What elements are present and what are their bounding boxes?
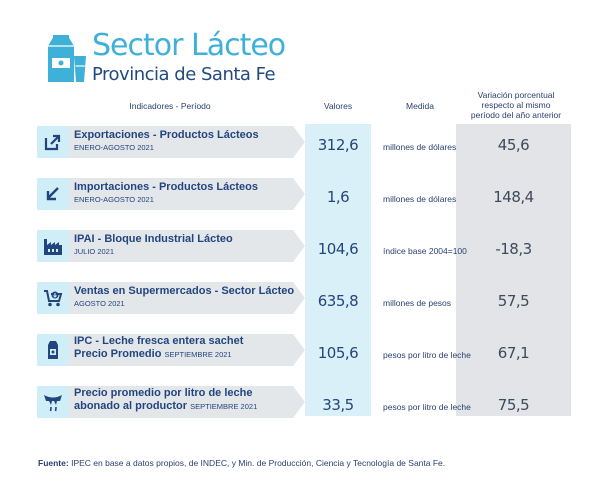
column-divider bbox=[371, 124, 373, 416]
row-bar bbox=[37, 178, 305, 210]
indicator-name: Importaciones - Productos Lácteos bbox=[74, 181, 258, 193]
indicator-unit: millones de pesos bbox=[383, 298, 452, 308]
header-medida: Medida bbox=[406, 101, 434, 111]
row-icon-box bbox=[37, 178, 69, 210]
row-bar bbox=[37, 230, 305, 262]
indicator-period: SEPTIEMBRE 2021 bbox=[190, 402, 258, 411]
valores-column-bg bbox=[305, 124, 371, 416]
indicator-unit: millones de dólares bbox=[383, 194, 457, 204]
factory-icon bbox=[44, 239, 62, 255]
indicator-row-precio-productor: Precio promedio por litro de leche abona… bbox=[37, 386, 305, 418]
source-text: IPEC en base a datos propios, de INDEC, … bbox=[71, 458, 446, 468]
page-subtitle: Provincia de Santa Fe bbox=[92, 64, 276, 85]
indicator-variation: 45,6 bbox=[497, 136, 530, 154]
indicator-variation: 57,5 bbox=[497, 292, 530, 310]
indicator-name-line1: IPC - Leche fresca entera sachet bbox=[74, 335, 244, 347]
indicator-row-importaciones: Importaciones - Productos Lácteos ENERO-… bbox=[37, 178, 305, 210]
source-label: Fuente: bbox=[38, 458, 69, 468]
indicator-row-supermercados: Ventas en Supermercados - Sector Lácteo … bbox=[37, 282, 305, 314]
indicator-value: 104,6 bbox=[317, 240, 359, 258]
indicator-period: SEPTIEMBRE 2021 bbox=[164, 350, 232, 359]
indicator-variation: -18,3 bbox=[495, 240, 532, 258]
row-icon-box bbox=[37, 230, 69, 262]
indicator-period: JULIO 2021 bbox=[74, 247, 115, 256]
row-icon-box bbox=[37, 386, 69, 418]
row-icon-box bbox=[37, 282, 69, 314]
header-variacion: Variación porcentual respecto al mismo p… bbox=[470, 90, 562, 120]
variacion-column-bg bbox=[456, 124, 571, 416]
row-bar bbox=[37, 334, 305, 366]
row-bar bbox=[37, 386, 305, 418]
indicator-period: ENERO-AGOSTO 2021 bbox=[74, 195, 154, 204]
indicator-variation: 148,4 bbox=[493, 188, 534, 206]
milk-carton-icon bbox=[48, 341, 58, 359]
export-arrow-icon bbox=[44, 134, 61, 151]
row-icon-box bbox=[37, 334, 69, 366]
header-valores: Valores bbox=[323, 101, 353, 111]
indicator-variation: 75,5 bbox=[497, 396, 530, 414]
indicator-name: IPC - Leche fresca entera sachet Precio … bbox=[74, 335, 243, 361]
milk-carton-glass-logo-icon bbox=[44, 34, 88, 84]
indicator-variation: 67,1 bbox=[497, 344, 530, 362]
row-bar bbox=[37, 282, 305, 314]
indicator-name: Precio promedio por litro de leche abona… bbox=[74, 387, 257, 413]
udder-icon bbox=[44, 395, 62, 412]
indicator-name-line1: Precio promedio por litro de leche bbox=[74, 387, 253, 399]
indicator-row-ipai: IPAI - Bloque Industrial Lácteo JULIO 20… bbox=[37, 230, 305, 262]
row-icon-box bbox=[37, 126, 69, 158]
indicator-name: Ventas en Supermercados - Sector Lácteo bbox=[74, 285, 295, 297]
indicator-name-line2: abonado al productor bbox=[74, 400, 188, 412]
header-indicadores: Indicadores - Período bbox=[129, 101, 211, 111]
row-bar bbox=[37, 126, 305, 158]
indicator-value: 33,5 bbox=[322, 396, 354, 414]
source-note: Fuente: IPEC en base a datos propios, de… bbox=[38, 458, 445, 468]
indicator-name-line2: Precio Promedio bbox=[74, 348, 162, 360]
indicator-value: 105,6 bbox=[317, 344, 359, 362]
indicator-value: 312,6 bbox=[317, 136, 359, 154]
indicator-row-ipc-leche: IPC - Leche fresca entera sachet Precio … bbox=[37, 334, 305, 366]
indicator-period: AGOSTO 2021 bbox=[74, 299, 125, 308]
indicator-unit: pesos por litro de leche bbox=[383, 402, 471, 412]
indicator-unit: pesos por litro de leche bbox=[383, 350, 471, 360]
page-title: Sector Lácteo bbox=[92, 28, 286, 63]
indicator-name: Exportaciones - Productos Lácteos bbox=[74, 129, 259, 141]
indicator-name: IPAI - Bloque Industrial Lácteo bbox=[74, 233, 233, 245]
indicator-row-exportaciones: Exportaciones - Productos Lácteos ENERO-… bbox=[37, 126, 305, 158]
indicator-unit: millones de dólares bbox=[383, 142, 457, 152]
indicator-period: ENERO-AGOSTO 2021 bbox=[74, 143, 154, 152]
shopping-cart-icon bbox=[44, 290, 63, 307]
import-arrow-icon bbox=[46, 187, 59, 201]
indicator-value: 635,8 bbox=[317, 292, 359, 310]
indicator-value: 1,6 bbox=[326, 188, 350, 206]
indicator-unit: índice base 2004=100 bbox=[383, 246, 467, 256]
